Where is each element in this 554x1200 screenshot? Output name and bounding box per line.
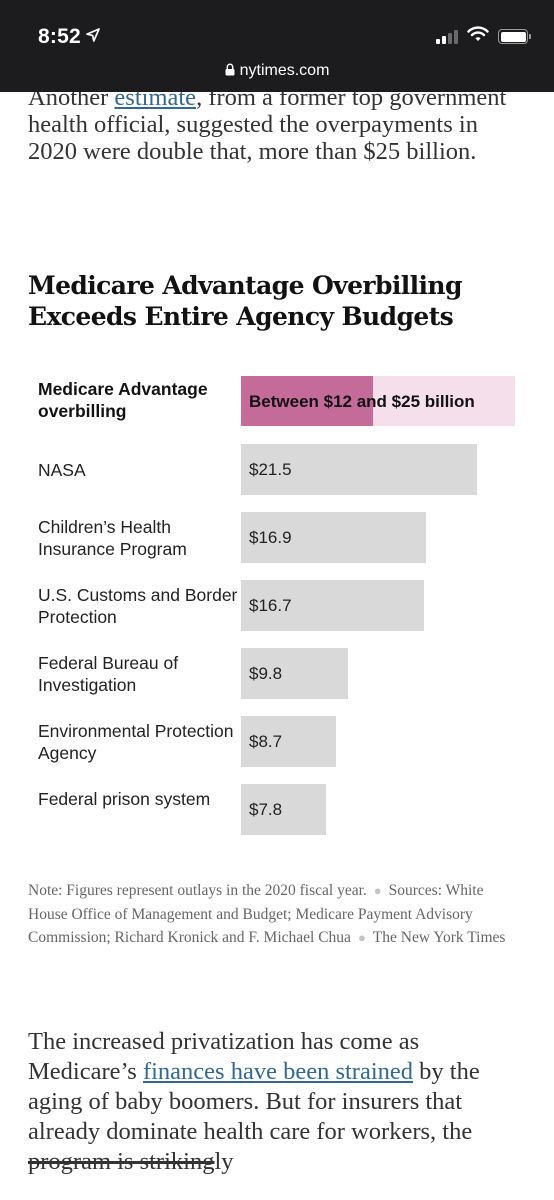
bar: [241, 648, 349, 699]
category-label: Federal prison system: [38, 789, 211, 809]
category-label: Federal Bureau of Investigation: [38, 653, 179, 695]
category-label: Children’s Health Insurance Program: [38, 517, 187, 559]
status-time: 8:52: [38, 24, 100, 49]
article-paragraph: The increased privatization has come as …: [28, 1027, 533, 1177]
bar-value-label: $9.8: [249, 664, 283, 683]
highlight-value-label: Between $12 and $25 billion: [249, 392, 475, 411]
bar-value-label: $21.5: [249, 460, 292, 479]
bar-value-label: $16.7: [249, 596, 292, 615]
bar-value-label: $7.8: [249, 800, 283, 819]
wifi-icon: [467, 26, 489, 47]
struck-text: program is striking: [28, 1148, 215, 1175]
paragraph-text: The increased privatization has come as …: [28, 1028, 420, 1085]
bar: [241, 444, 477, 495]
status-icons: [436, 26, 531, 47]
note-text: Note: Figures represent outlays in the 2…: [28, 882, 367, 899]
address-bar[interactable]: nytimes.com: [0, 62, 554, 81]
chart-note: Note: Figures represent outlays in the 2…: [28, 879, 508, 950]
bar-value-label: $8.7: [249, 732, 283, 751]
bar: [241, 784, 327, 835]
battery-icon: [498, 29, 531, 44]
status-time-text: 8:52: [38, 25, 81, 48]
credit-text: The New York Times: [372, 929, 506, 946]
category-label: U.S. Customs and Border Protection: [38, 585, 238, 627]
browser-top-bar: 8:52 nytimes.com: [0, 0, 554, 92]
article-paragraph: Another estimate, from a former top gove…: [28, 84, 533, 165]
sources-text: Sources: White House Office of Managemen…: [28, 882, 484, 946]
highlight-min-bar: [241, 376, 373, 426]
paragraph-text: by the aging of baby boomers. But for in…: [28, 1058, 480, 1145]
lock-icon: [225, 63, 235, 81]
cellular-signal-icon: [436, 29, 458, 44]
url-text: nytimes.com: [239, 62, 330, 79]
location-arrow-icon: [85, 24, 100, 48]
finances-strained-link[interactable]: finances have been strained: [142, 1058, 414, 1085]
bar: [241, 512, 427, 563]
category-label: Environmental Protection Agency: [38, 721, 234, 763]
bar-value-label: $16.9: [249, 528, 292, 547]
bar: [241, 716, 337, 767]
paragraph-text: ly: [214, 1148, 234, 1175]
category-label: NASA: [38, 460, 86, 480]
separator-dot-icon: ●: [373, 883, 382, 898]
separator-dot-icon: ●: [357, 930, 366, 945]
chart-title: Medicare Advantage Overbilling Exceeds E…: [28, 271, 462, 331]
bar: [241, 580, 425, 631]
highlight-label: Medicare Advantage overbilling: [38, 379, 208, 421]
